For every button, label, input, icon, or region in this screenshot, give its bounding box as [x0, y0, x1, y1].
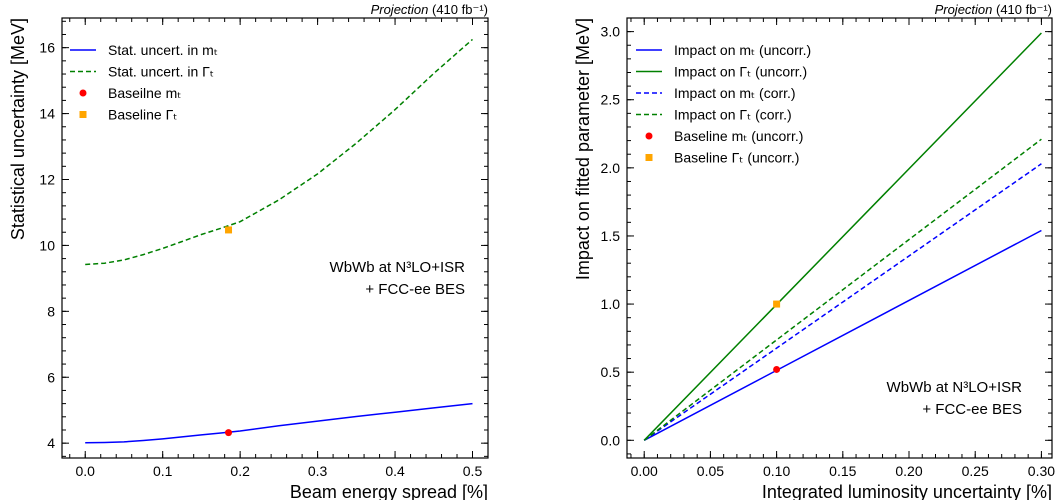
plot-frame — [61, 17, 489, 459]
x-tick-label: 0.05 — [697, 463, 724, 479]
legend-marker-swatch — [79, 89, 87, 97]
series-line-1 — [85, 402, 473, 444]
projection-lumi: (410 fb⁻¹) — [996, 2, 1052, 17]
x-tick-label: 0.5 — [463, 463, 483, 479]
y-tick-label: 8 — [47, 303, 55, 319]
projection-word: Projection — [935, 2, 996, 17]
legend: Impact on mₜ (uncorr.) Impact on Γₜ (unco… — [636, 42, 811, 166]
x-tick-label: 0.15 — [829, 463, 856, 479]
x-tick-label: 0.2 — [230, 463, 250, 479]
series-line-3 — [643, 163, 1042, 441]
x-tick-label: 0.0 — [76, 463, 96, 479]
baseline-point-2 — [225, 226, 233, 234]
y-tick-label: 12 — [39, 171, 55, 187]
legend-entry-label: Impact on Γₜ (uncorr.) — [674, 64, 807, 80]
legend-entry-label: Impact on mₜ (corr.) — [674, 85, 796, 101]
x-axis-label: Beam energy spread [%] — [290, 482, 488, 500]
series-line-1 — [643, 229, 1042, 441]
legend-marker-swatch — [645, 132, 653, 140]
y-tick-label: 2.5 — [601, 92, 621, 108]
x-tick-label: 0.30 — [1028, 463, 1055, 479]
legend-entry-label: Stat. uncert. in mₜ — [108, 42, 218, 58]
legend-entry-label: Baseilne mₜ — [108, 85, 181, 101]
x-axis-label: Integrated luminosity uncertainty [%] — [762, 482, 1052, 500]
annotation-line-2: + FCC-ee BES — [365, 281, 465, 298]
y-tick-label: 16 — [39, 40, 55, 56]
series-line-2 — [643, 32, 1042, 441]
legend-entry-label: Baseline Γₜ — [108, 107, 177, 123]
y-axis-label: Impact on fitted parameter [MeV] — [573, 18, 593, 280]
legend-entry-label: Impact on Γₜ (corr.) — [674, 107, 792, 123]
y-tick-label: 4 — [47, 435, 55, 451]
projection-word: Projection — [371, 2, 432, 17]
annotation-line-1: WbWb at N³LO+ISR — [887, 379, 1023, 396]
legend-entry-label: Stat. uncert. in Γₜ — [108, 64, 214, 80]
legend-entry-label: Baseline mₜ (uncorr.) — [674, 128, 803, 144]
x-tick-label: 0.20 — [895, 463, 922, 479]
x-tick-label: 0.4 — [385, 463, 405, 479]
baseline-point-2 — [773, 300, 781, 308]
legend-marker-swatch — [79, 111, 87, 118]
annotation-line-2: + FCC-ee BES — [922, 401, 1022, 418]
legend-entry-label: Impact on mₜ (uncorr.) — [674, 42, 811, 58]
series-line-2 — [85, 38, 473, 266]
x-tick-label: 0.10 — [763, 463, 790, 479]
baseline-point-1 — [225, 429, 233, 437]
legend-entry-label: Baseline Γₜ (uncorr.) — [674, 150, 799, 166]
legend: Stat. uncert. in mₜ Stat. uncert. in Γₜ Ba… — [70, 42, 218, 123]
y-tick-label: 2.0 — [601, 160, 621, 176]
annotation-line-1: WbWb at N³LO+ISR — [330, 259, 466, 276]
y-tick-label: 0.5 — [601, 364, 621, 380]
y-tick-label: 3.0 — [601, 24, 621, 40]
y-tick-label: 6 — [47, 369, 55, 385]
legend-marker-swatch — [645, 154, 653, 161]
y-tick-label: 1.5 — [601, 228, 621, 244]
x-tick-label: 0.00 — [631, 463, 658, 479]
projection-label: Projection (410 fb⁻¹) — [935, 2, 1052, 17]
y-tick-label: 0.0 — [601, 432, 621, 448]
baseline-point-1 — [773, 365, 781, 373]
y-axis-label: Statistical uncertainty [MeV] — [8, 18, 28, 240]
y-tick-label: 10 — [39, 237, 55, 253]
y-tick-label: 14 — [39, 106, 55, 122]
x-tick-label: 0.1 — [153, 463, 173, 479]
x-tick-label: 0.25 — [962, 463, 989, 479]
x-tick-label: 0.3 — [308, 463, 328, 479]
projection-label: Projection (410 fb⁻¹) — [371, 2, 488, 17]
chart-panel-1: 0.0 0.1 0.2 0.3 0.4 0.5 4 6 8 10 12 14 16 Beam energy… — [8, 2, 489, 500]
chart-panel-2: 0.00 0.05 0.10 0.15 0.20 0.25 0.30 0.0 0.5 1.0 1.5… — [573, 2, 1055, 500]
y-tick-label: 1.0 — [601, 296, 621, 312]
projection-lumi: (410 fb⁻¹) — [432, 2, 488, 17]
series-line-4 — [643, 138, 1042, 441]
plot-frame — [626, 17, 1053, 459]
